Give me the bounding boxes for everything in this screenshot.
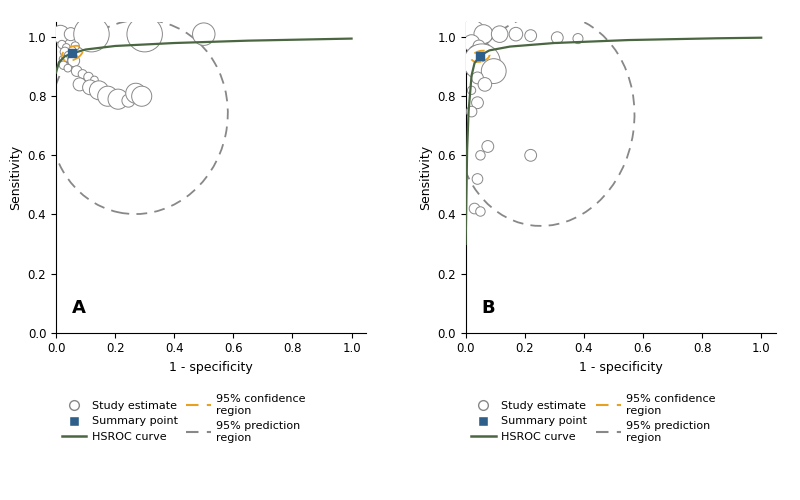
Circle shape [59,61,67,70]
Circle shape [470,203,480,214]
Circle shape [122,94,135,107]
Circle shape [74,16,110,52]
Circle shape [482,140,494,152]
Circle shape [474,24,493,44]
Circle shape [473,40,485,52]
Circle shape [64,64,72,72]
Circle shape [551,32,563,44]
Circle shape [471,72,483,84]
Circle shape [466,50,480,64]
Y-axis label: Sensitivity: Sensitivity [9,145,22,210]
Circle shape [472,174,482,184]
Circle shape [463,34,480,51]
Circle shape [60,47,70,56]
Circle shape [509,28,522,41]
Circle shape [132,86,152,106]
Circle shape [64,28,78,40]
Circle shape [69,46,76,54]
Circle shape [126,83,146,103]
Text: A: A [71,299,86,317]
Circle shape [482,58,506,84]
Circle shape [90,76,98,84]
Circle shape [59,55,67,64]
Circle shape [471,97,483,108]
Circle shape [478,78,492,91]
Circle shape [193,23,215,46]
Circle shape [525,30,537,42]
Circle shape [491,26,508,42]
Circle shape [466,106,477,117]
Circle shape [127,16,162,52]
Circle shape [525,150,537,161]
Circle shape [98,86,118,106]
X-axis label: 1 - specificity: 1 - specificity [170,361,253,374]
Circle shape [476,207,485,216]
Circle shape [90,81,108,100]
Circle shape [64,51,74,62]
Circle shape [463,44,500,80]
Circle shape [483,49,493,58]
Circle shape [58,40,66,48]
Circle shape [51,26,70,43]
Circle shape [62,44,70,52]
Circle shape [108,89,128,109]
X-axis label: 1 - specificity: 1 - specificity [579,361,662,374]
Circle shape [82,80,98,94]
Legend: Study estimate, Summary point, HSROC curve, 95% confidence
region, 95% predictio: Study estimate, Summary point, HSROC cur… [62,394,306,443]
Circle shape [78,70,87,78]
Y-axis label: Sensitivity: Sensitivity [418,145,432,210]
Legend: Study estimate, Summary point, HSROC curve, 95% confidence
region, 95% predictio: Study estimate, Summary point, HSROC cur… [471,394,715,443]
Circle shape [573,34,583,43]
Circle shape [68,55,80,66]
Circle shape [71,42,79,50]
Text: B: B [481,299,494,317]
Circle shape [73,78,86,91]
Circle shape [470,46,480,56]
Circle shape [84,72,94,82]
Circle shape [458,20,486,48]
Circle shape [476,150,485,160]
Circle shape [71,66,82,76]
Circle shape [482,44,490,52]
Circle shape [467,86,476,94]
